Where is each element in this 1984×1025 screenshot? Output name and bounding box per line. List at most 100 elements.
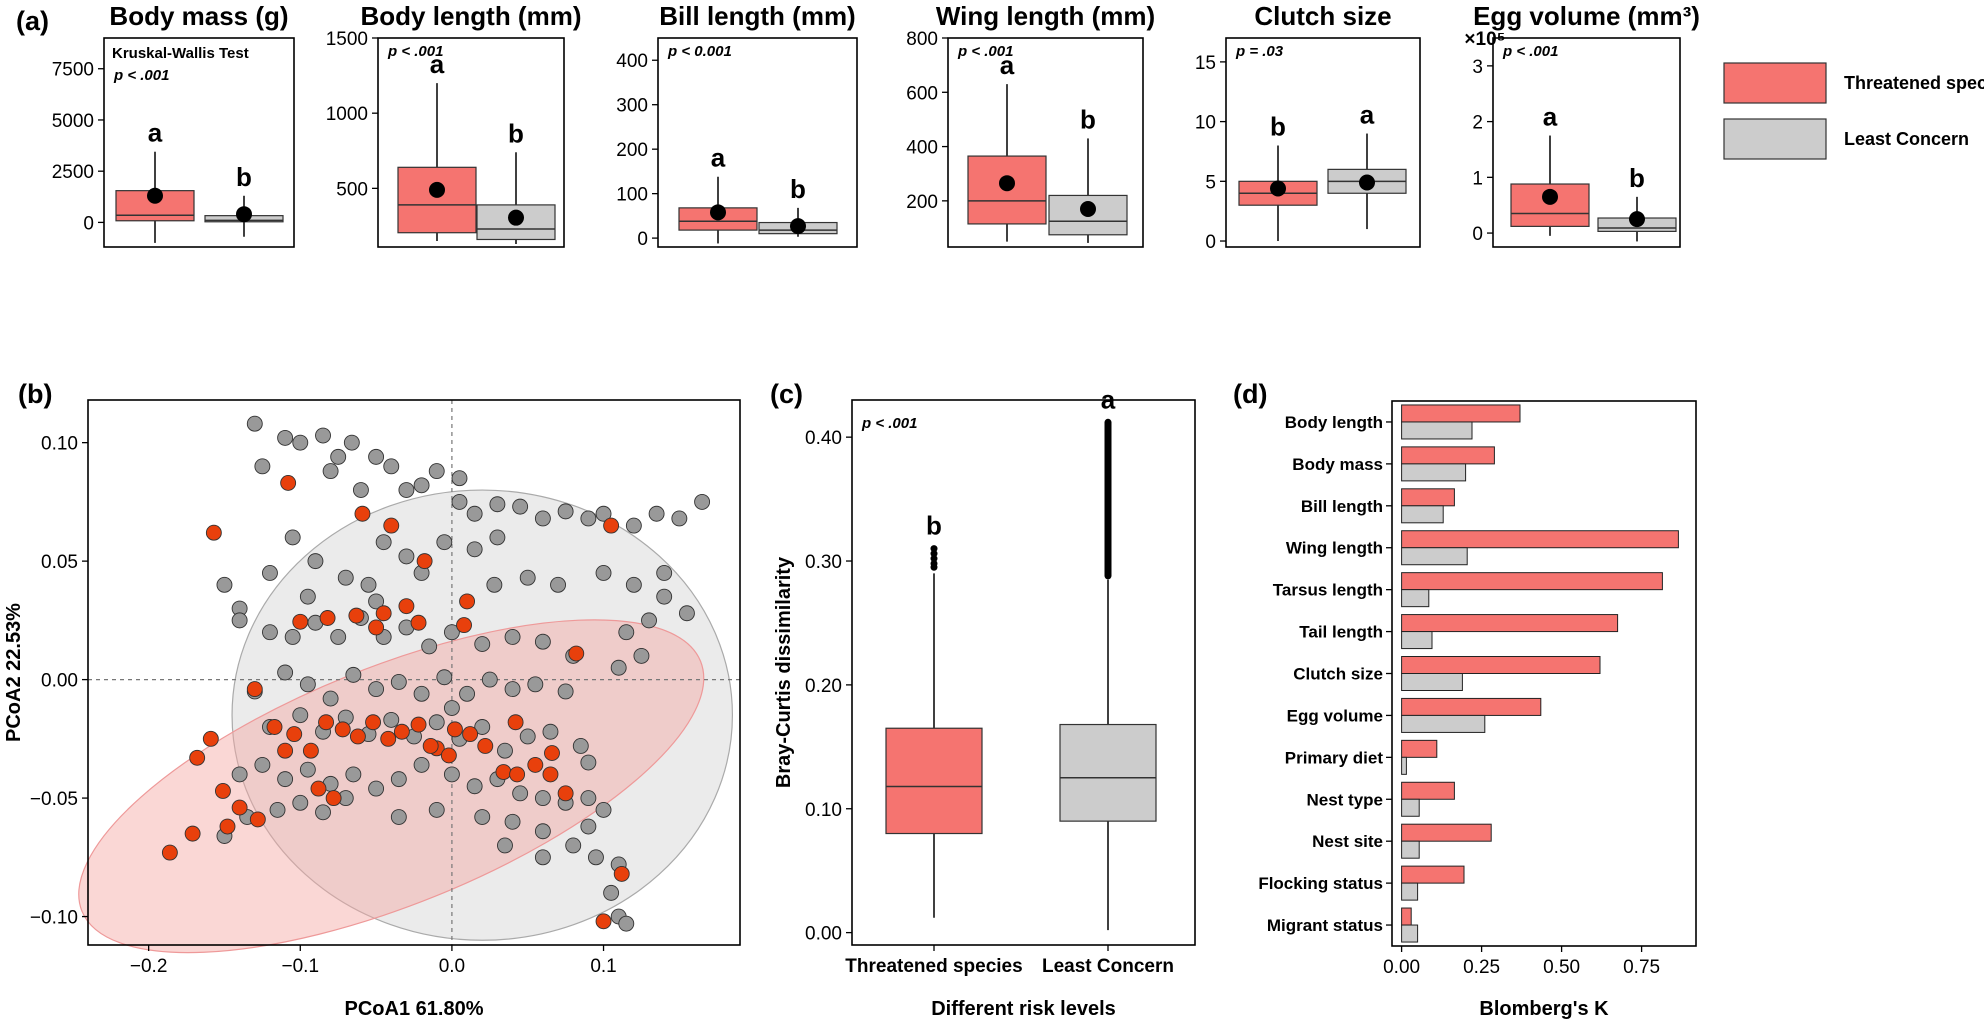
y-tick-label: 0 [1205, 232, 1216, 253]
panel-label-b: (b) [18, 379, 52, 409]
significance-letter: a [148, 118, 163, 148]
scatter-point-least-concern [262, 624, 278, 641]
bar-threatened [1401, 404, 1521, 423]
y-tick-label: 400 [906, 138, 938, 159]
outlier-point [930, 555, 938, 563]
mean-point [1542, 188, 1558, 205]
scatter-point-least-concern [504, 813, 521, 830]
scatter-point-threatened [416, 553, 433, 570]
scatter-point-threatened [319, 610, 336, 626]
scatter-point-least-concern [656, 565, 673, 581]
outlier-point [930, 550, 938, 558]
y-tick-label: 800 [906, 29, 938, 50]
category-label: Egg volume [1287, 706, 1383, 725]
scatter-point-threatened [509, 766, 526, 783]
mean-point [1270, 180, 1286, 197]
scatter-point-least-concern [443, 700, 460, 716]
scatter-point-least-concern [534, 823, 551, 840]
plot-frame [87, 399, 741, 946]
y-tick-label: 2500 [52, 162, 94, 183]
plot-title: Egg volume (mm³) [1473, 1, 1700, 31]
significance-letter: b [926, 511, 942, 541]
boxplot-a3: Bill length (mm) a b 0 100 200 300 400 p < 0.001 [616, 1, 858, 250]
scatter-point-threatened [613, 865, 630, 882]
scatter-point-threatened [477, 738, 494, 754]
scatter-point-least-concern [497, 742, 513, 759]
scatter-point-threatened [542, 766, 559, 783]
scatter-point-threatened [280, 474, 297, 491]
scatter-point-least-concern [254, 458, 271, 475]
y-tick-label: 0.30 [805, 552, 842, 573]
scatter-point-least-concern [345, 766, 362, 783]
plot-frame [947, 37, 1144, 248]
scatter-point-least-concern [443, 624, 460, 641]
scatter-point-least-concern [466, 778, 483, 795]
bar-least-concern [1401, 798, 1420, 817]
y-axis-label: Bray-Curtis dissimilarity [773, 556, 795, 788]
scatter-point-least-concern [322, 463, 339, 480]
bar-least-concern [1401, 631, 1433, 650]
scatter-point-least-concern [277, 429, 294, 446]
plot-title: Body mass (g) [109, 1, 288, 31]
significance-letter: a [711, 143, 726, 173]
chart-panels: Body mass (g)ab0250050007500Kruskal-Wall… [3, 1, 1700, 1020]
y-tick-label: 0.20 [805, 676, 842, 697]
y-tick-label: 200 [616, 140, 648, 161]
scatter-point-threatened [410, 614, 427, 631]
scatter-point-least-concern [277, 664, 294, 681]
scatter-point-least-concern [262, 565, 278, 581]
y-tick-label: 3 [1472, 57, 1483, 78]
scatter-point-threatened [318, 714, 335, 731]
scatter-point-least-concern [595, 801, 612, 818]
test-name: Kruskal-Wallis Test [112, 45, 249, 62]
scatter-point-least-concern [474, 636, 491, 653]
box [397, 166, 477, 234]
x-tick-label: 0.25 [1463, 957, 1500, 978]
scatter-point-least-concern [512, 785, 529, 802]
ellipse-least-concern [231, 489, 734, 941]
bar-threatened [1401, 530, 1679, 549]
y-tick-label: 0 [1472, 224, 1483, 245]
scatter-point-threatened [495, 764, 512, 780]
bar-least-concern [1401, 505, 1444, 524]
p-value: p < .001 [387, 43, 443, 60]
mean-point [790, 218, 806, 235]
scatter-point-least-concern [292, 794, 309, 811]
scatter-point-threatened [507, 714, 524, 731]
significance-letter: b [508, 118, 524, 148]
scatter-point-least-concern [633, 647, 650, 664]
scatter-point-least-concern [550, 576, 566, 593]
scatter-point-threatened [214, 783, 231, 799]
x-tick-label: 0.50 [1543, 957, 1580, 978]
y-tick-label: 200 [906, 192, 938, 213]
scatter-point-least-concern [534, 790, 551, 807]
significance-letter: b [790, 174, 806, 204]
y-tick-label: 1500 [326, 29, 368, 50]
scatter-point-threatened [398, 598, 415, 615]
scatter-point-threatened [422, 738, 439, 754]
scatter-point-least-concern [337, 569, 354, 586]
scatter-point-threatened [462, 726, 479, 743]
scatter-point-least-concern [625, 517, 642, 534]
y-tick-label: 0.40 [805, 428, 842, 449]
scatter-point-least-concern [277, 771, 294, 788]
scatter-point-threatened [266, 719, 283, 735]
plot-title: Body length (mm) [361, 1, 582, 31]
y-tick-label: 0.10 [805, 800, 842, 821]
y-tick-label: 0 [83, 213, 94, 234]
scatter-point-least-concern [390, 674, 407, 690]
bar-least-concern [1401, 547, 1468, 566]
mean-point [147, 187, 163, 204]
panel-label-c: (c) [770, 379, 803, 409]
bar-threatened [1401, 697, 1542, 716]
plot-title: Clutch size [1254, 1, 1391, 31]
scatter-point-threatened [365, 714, 382, 731]
category-label: Nest type [1306, 790, 1383, 809]
scatter-point-threatened [292, 613, 309, 630]
scatter-point-least-concern [390, 809, 407, 825]
plot-frame [1391, 400, 1697, 947]
scatter-point-least-concern [352, 482, 369, 498]
scatter-point-least-concern [512, 498, 529, 515]
bar-least-concern [1401, 882, 1419, 901]
box [885, 727, 983, 835]
